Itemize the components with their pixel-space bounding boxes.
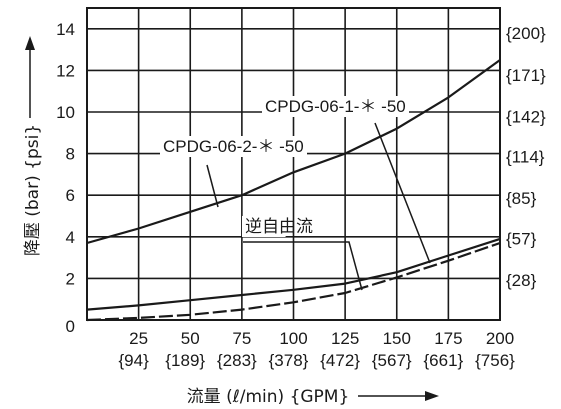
y-axis-title-group: 降壓 (bar) {psi}: [23, 124, 43, 256]
y-tick-label: 10: [56, 103, 75, 122]
grid-lines: [87, 8, 500, 320]
y-axis-title: 降壓 (bar) {psi}: [23, 124, 43, 256]
x-tick-gpm-label: {472}: [320, 351, 360, 370]
y-tick-label: 4: [66, 228, 75, 247]
y-tick-label: 12: [56, 61, 75, 80]
y-tick-label: 8: [66, 145, 75, 164]
x-axis-title: 流量 (ℓ/min) {GPM}: [187, 387, 350, 407]
tick-labels: 25{94}50{189}75{283}100{378}125{472}150{…: [56, 20, 546, 370]
series-line-3: [86, 241, 501, 322]
x-tick-label: 150: [383, 329, 411, 348]
x-tick-label: 175: [434, 329, 462, 348]
series-line-1: [86, 59, 501, 245]
y2-tick-label: {114}: [506, 148, 545, 167]
y-tick-label: 14: [56, 20, 75, 39]
y2-tick-label: {142}: [506, 107, 546, 126]
x-tick-gpm-label: {189}: [165, 351, 205, 370]
x-tick-label: 25: [129, 329, 148, 348]
x-tick-gpm-label: {94}: [118, 351, 149, 370]
x-tick-gpm-label: {567}: [372, 351, 412, 370]
y2-tick-label: {171}: [506, 66, 546, 85]
y-axis-arrow-icon: [25, 36, 35, 50]
x-tick-label: 50: [181, 329, 200, 348]
series-line-2: [86, 237, 501, 311]
y-tick-label: 6: [66, 186, 75, 205]
y2-tick-label: {85}: [506, 189, 537, 208]
series-callout-label: 逆自由流: [245, 217, 313, 236]
callouts: CPDG-06-2-＊ -50 CPDG-06-1-＊ -50 逆自由流: [160, 96, 431, 291]
series-lines: [86, 59, 501, 322]
x-tick-label: 200: [486, 329, 514, 348]
x-tick-gpm-label: {756}: [475, 351, 515, 370]
plot-frame: [86, 7, 501, 321]
x-tick-label: 75: [232, 329, 251, 348]
x-tick-gpm-label: {661}: [424, 351, 464, 370]
series-callout-label: CPDG-06-2-＊ -50: [163, 137, 304, 156]
y-tick-label: 2: [66, 269, 75, 288]
y-origin-label: 0: [66, 317, 75, 336]
callout-backdrop: [262, 96, 409, 117]
callout-leader-line: [243, 241, 363, 291]
y2-tick-label: {28}: [506, 271, 537, 290]
y2-tick-label: {57}: [506, 229, 537, 248]
x-tick-gpm-label: {283}: [217, 351, 257, 370]
callout-backdrop: [160, 136, 307, 157]
x-axis-arrow-icon: [425, 391, 439, 401]
x-tick-gpm-label: {378}: [269, 351, 309, 370]
x-tick-label: 100: [279, 329, 307, 348]
callout-leader-line: [374, 122, 431, 264]
callout-backdrop: [242, 216, 286, 237]
x-tick-label: 125: [331, 329, 359, 348]
callout-leader-line: [206, 164, 219, 208]
y2-tick-label: {200}: [506, 24, 546, 43]
series-callout-label: CPDG-06-1-＊ -50: [265, 97, 406, 116]
